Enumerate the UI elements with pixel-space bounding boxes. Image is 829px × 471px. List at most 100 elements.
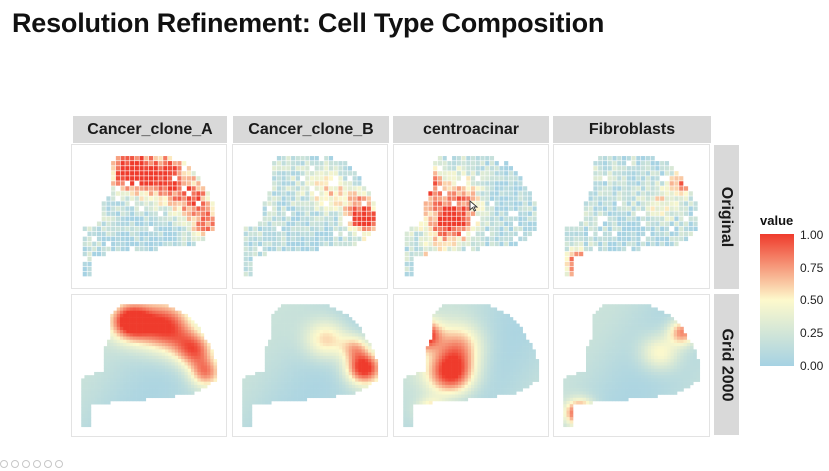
heatmap-cell [474, 317, 478, 321]
heatmap-cell [625, 371, 629, 376]
heatmap-cell [97, 388, 101, 392]
heatmap-cell [290, 388, 295, 392]
heatmap-cell [595, 349, 600, 353]
heatmap-cell [563, 404, 567, 408]
heatmap-cell [621, 397, 626, 402]
heatmap-cell [660, 201, 665, 206]
heatmap-cell [182, 196, 187, 201]
heatmap-cell [277, 313, 282, 318]
heatmap-cell [113, 394, 118, 399]
heatmap-cell [347, 221, 352, 226]
heatmap-cell [322, 362, 327, 366]
heatmap-cell [451, 342, 456, 347]
heatmap-cell [322, 339, 327, 344]
heatmap-cell [171, 378, 176, 382]
heatmap-cell [190, 381, 195, 386]
heatmap-cell [196, 186, 201, 191]
heatmap-cell [573, 384, 577, 389]
heatmap-cell [525, 384, 530, 389]
heatmap-cell [190, 342, 195, 347]
heatmap-cell [319, 176, 324, 181]
heatmap-cell [471, 391, 475, 395]
heatmap-cell [448, 394, 452, 399]
heatmap-cell [438, 388, 443, 392]
heatmap-cell [598, 176, 603, 181]
heatmap-cell [493, 388, 498, 392]
heatmap-cell [297, 342, 301, 347]
heatmap-cell [452, 226, 457, 232]
heatmap-cell [605, 310, 610, 315]
heatmap-cell [132, 346, 137, 350]
heatmap-cell [335, 368, 340, 373]
heatmap-cell [605, 362, 610, 366]
heatmap-cell [313, 352, 317, 357]
heatmap-cell [243, 266, 248, 272]
heatmap-cell [111, 191, 116, 196]
heatmap-cell [621, 196, 627, 201]
heatmap-cell [155, 384, 159, 389]
heatmap-cell [688, 221, 693, 226]
heatmap-cell [650, 211, 655, 216]
heatmap-cell [441, 362, 446, 366]
heatmap-cell [592, 323, 597, 328]
heatmap-cell [136, 323, 140, 328]
heatmap-cell [276, 186, 281, 191]
heatmap-cell [277, 352, 282, 357]
heatmap-cell [352, 226, 357, 232]
heatmap-cell [621, 339, 626, 344]
heatmap-cell [106, 226, 111, 232]
heatmap-cell [480, 196, 485, 201]
heatmap-cell [496, 310, 501, 315]
heatmap-cell [329, 323, 333, 328]
heatmap-cell [447, 176, 452, 181]
heatmap-cell [120, 161, 125, 166]
heatmap-cell [326, 317, 330, 321]
heatmap-cell [625, 391, 629, 395]
heatmap-cell [94, 394, 98, 399]
heatmap-cell [474, 384, 478, 389]
heatmap-cell [655, 211, 660, 216]
heatmap-cell [355, 336, 359, 340]
heatmap-cell [461, 342, 465, 347]
heatmap-cell [461, 326, 465, 331]
heatmap-cell [284, 326, 288, 331]
heatmap-cell [178, 336, 182, 340]
heatmap-cell [423, 206, 428, 211]
heatmap-cell [621, 171, 627, 176]
heatmap-cell [107, 397, 111, 402]
heatmap-cell [452, 216, 457, 221]
heatmap-cell [168, 333, 172, 337]
heatmap-cell [116, 326, 121, 331]
heatmap-cell [602, 156, 608, 161]
heatmap-cell [429, 342, 433, 347]
heatmap-cell [679, 176, 684, 181]
heatmap-cell [178, 375, 182, 379]
heatmap-cell [126, 333, 130, 337]
heatmap-cell [286, 221, 291, 226]
heatmap-cell [136, 368, 140, 373]
heatmap-cell [145, 349, 150, 353]
heatmap-cell [110, 313, 114, 318]
heatmap-cell [300, 375, 304, 379]
heatmap-cell [111, 226, 116, 232]
heatmap-cell [429, 359, 433, 363]
heatmap-cell [451, 326, 456, 331]
heatmap-cell [136, 349, 140, 353]
heatmap-cell [487, 394, 491, 399]
heatmap-cell [110, 349, 114, 353]
heatmap-cell [287, 388, 291, 392]
heatmap-cell [563, 397, 567, 402]
heatmap-cell [326, 304, 330, 308]
heatmap-cell [355, 346, 359, 350]
heatmap-cell [184, 320, 189, 324]
heatmap-cell [322, 304, 327, 308]
heatmap-cell [452, 181, 457, 186]
heatmap-cell [626, 181, 631, 186]
heatmap-cell [636, 191, 641, 196]
heatmap-cell [184, 365, 189, 370]
heatmap-cell [527, 221, 532, 226]
heatmap-cell [123, 371, 127, 376]
heatmap-cell [144, 231, 149, 237]
heatmap-cell [674, 196, 679, 201]
heatmap-cell [190, 375, 195, 379]
